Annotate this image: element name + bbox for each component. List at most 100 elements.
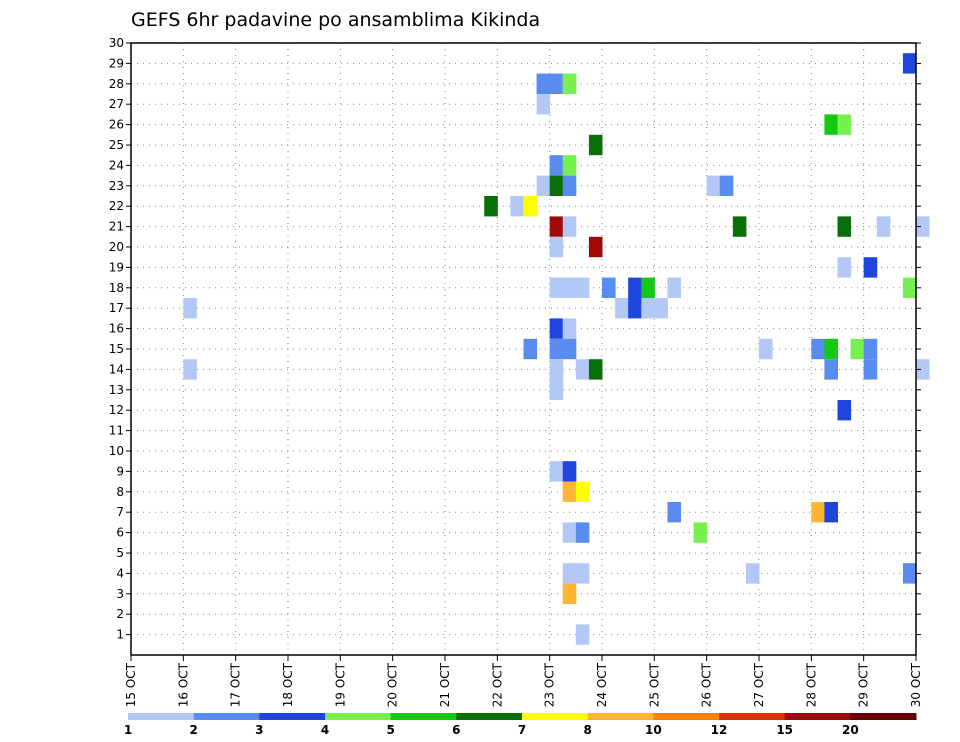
colorbar-label: 12 <box>711 723 728 737</box>
precip-cell <box>863 359 878 380</box>
precip-cell <box>562 583 577 604</box>
precip-cell <box>549 359 564 380</box>
colorbar: 1 2 3 4 5 6 7 8 10 12 15 20 <box>124 713 917 737</box>
colorbar-label: 8 <box>583 723 591 737</box>
y-tick-label: 21 <box>109 220 124 234</box>
y-tick-label: 23 <box>109 179 124 193</box>
colorbar-segment <box>259 713 326 720</box>
colorbar-segment <box>128 713 195 720</box>
colorbar-label: 7 <box>518 723 526 737</box>
precip-cell <box>484 196 498 217</box>
precip-cell <box>575 359 590 380</box>
y-tick-label: 10 <box>109 444 124 458</box>
precip-cell <box>759 338 773 360</box>
y-axis-ticks: 1234567891011121314151617181920212223242… <box>109 36 921 642</box>
precip-cell <box>837 114 852 135</box>
precip-cell <box>693 522 708 543</box>
colorbar-label: 5 <box>386 723 394 737</box>
y-tick-label: 29 <box>109 56 124 70</box>
precip-cell <box>549 175 564 196</box>
precip-cell <box>549 338 564 360</box>
precip-cell <box>562 563 577 584</box>
precip-cell <box>523 338 538 360</box>
colorbar-segment <box>784 713 851 720</box>
x-tick-label: 16 OCT <box>176 662 190 707</box>
precip-cell <box>523 196 538 217</box>
y-tick-label: 4 <box>116 566 124 580</box>
precip-cell <box>183 298 197 319</box>
y-tick-label: 9 <box>116 464 124 478</box>
precip-cell <box>536 94 551 115</box>
x-tick-label: 21 OCT <box>438 662 452 707</box>
precip-cell <box>850 338 865 360</box>
precip-cell <box>837 257 852 278</box>
precip-cell <box>588 236 603 258</box>
precip-cell <box>902 563 917 584</box>
precip-cell <box>732 216 747 237</box>
colorbar-label: 1 <box>124 723 132 737</box>
colorbar-segment <box>719 713 786 720</box>
precip-cell <box>588 359 603 380</box>
precip-cell <box>549 277 564 298</box>
precip-cell <box>837 216 852 237</box>
x-tick-label: 30 OCT <box>909 662 923 707</box>
precip-cell <box>628 298 642 319</box>
y-tick-label: 19 <box>109 260 124 274</box>
y-tick-label: 20 <box>109 240 124 254</box>
precip-cell <box>575 624 590 645</box>
y-tick-label: 5 <box>116 546 124 560</box>
precip-cell <box>562 522 577 543</box>
colorbar-label: 15 <box>776 723 793 737</box>
precip-cell <box>562 216 577 237</box>
precip-cell <box>575 522 590 543</box>
x-axis-ticks: 15 OCT 16 OCT 17 OCT 18 OCT 19 OCT 20 OCT 21 O… <box>124 655 923 707</box>
precip-cell <box>837 400 852 421</box>
precip-cell <box>536 73 551 94</box>
precip-cell <box>602 277 616 298</box>
precip-cell <box>183 359 197 380</box>
colorbar-segment <box>390 713 457 720</box>
colorbar-segment <box>325 713 392 720</box>
y-tick-label: 22 <box>109 199 124 213</box>
precip-cell <box>588 134 603 156</box>
precip-cell <box>549 155 564 176</box>
y-tick-label: 26 <box>109 118 124 132</box>
chart-title: GEFS 6hr padavine po ansamblima Kikinda <box>131 9 540 31</box>
x-tick-label: 29 OCT <box>857 662 871 707</box>
precip-cell <box>549 318 564 339</box>
precip-cell <box>549 379 564 400</box>
precip-cell <box>549 461 564 482</box>
precip-cell <box>536 175 551 196</box>
colorbar-segment <box>522 713 589 720</box>
colorbar-segment <box>456 713 523 720</box>
y-tick-label: 3 <box>116 587 124 601</box>
precip-cell <box>824 502 838 523</box>
precip-cell <box>615 298 629 319</box>
precip-cell <box>863 257 878 278</box>
y-tick-label: 25 <box>109 138 124 152</box>
colorbar-segment <box>193 713 260 720</box>
precip-cell <box>706 175 721 196</box>
precip-cell <box>863 338 878 360</box>
precip-cell <box>654 298 668 319</box>
x-tick-label: 22 OCT <box>490 662 504 707</box>
x-tick-label: 23 OCT <box>543 662 557 707</box>
colorbar-label: 4 <box>321 723 329 737</box>
precip-cell <box>562 73 577 94</box>
precip-cell <box>549 216 564 237</box>
precip-cell <box>641 298 655 319</box>
y-tick-label: 18 <box>109 281 124 295</box>
precip-cell <box>902 53 917 74</box>
y-tick-label: 24 <box>109 158 124 172</box>
x-tick-label: 25 OCT <box>647 662 661 707</box>
precip-cell <box>811 338 825 360</box>
y-tick-label: 13 <box>109 383 124 397</box>
precipitation-cells <box>183 53 930 645</box>
precip-cell <box>824 114 838 135</box>
y-tick-label: 28 <box>109 77 124 91</box>
colorbar-label: 20 <box>842 723 859 737</box>
precip-cell <box>575 563 590 584</box>
precip-cell <box>667 502 681 523</box>
precip-cell <box>811 502 825 523</box>
